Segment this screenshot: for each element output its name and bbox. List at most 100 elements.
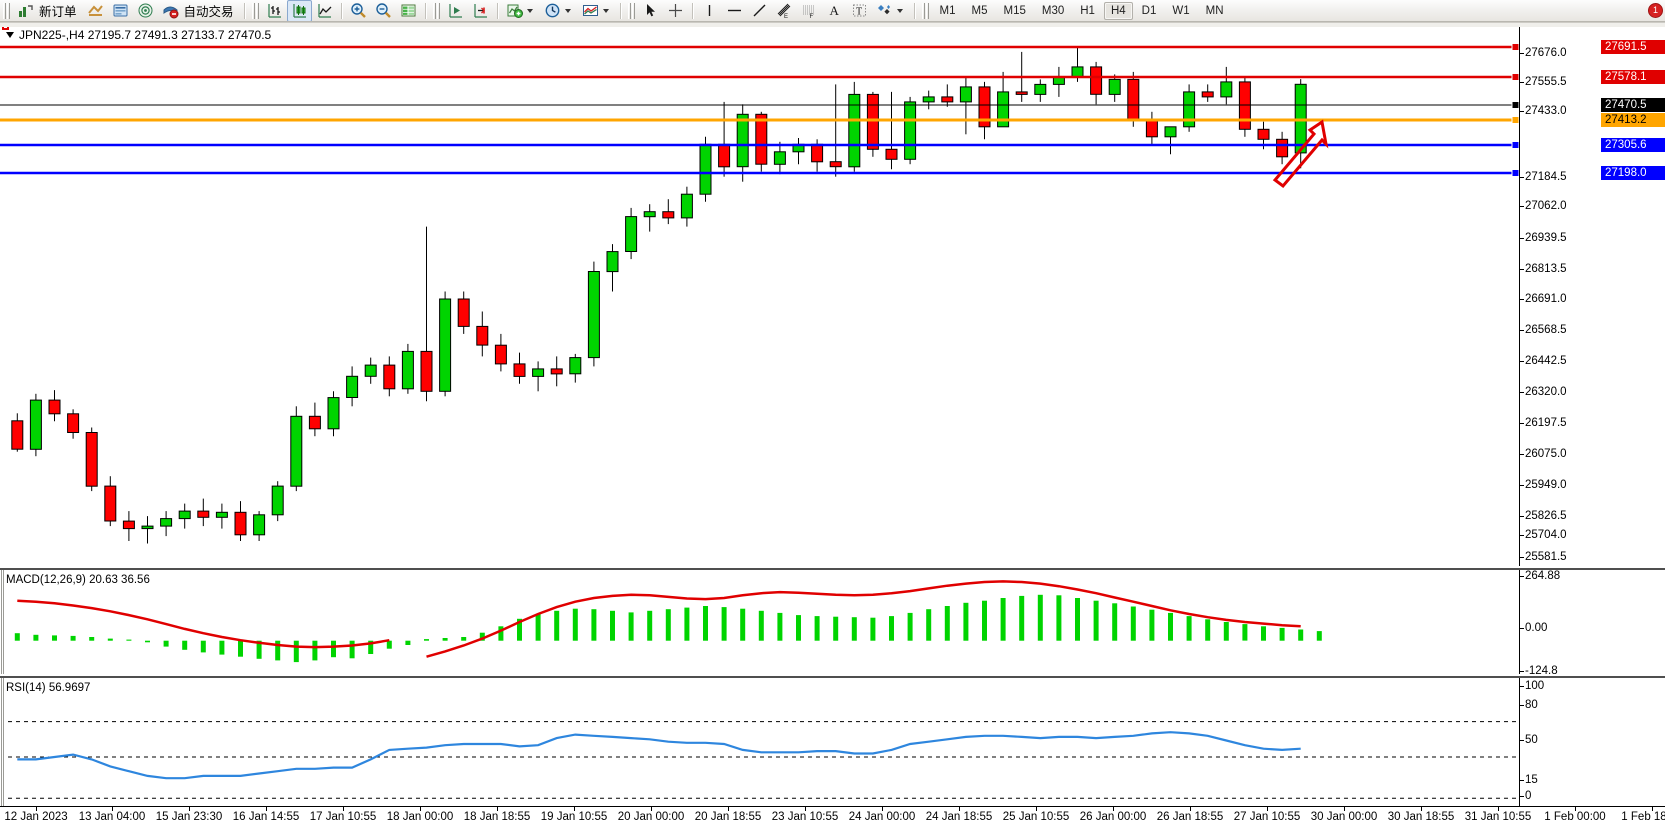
price-level-tag-resistance-1[interactable]: 27691.5 bbox=[1601, 40, 1665, 54]
periods-caret-icon[interactable] bbox=[564, 8, 571, 13]
symbol-info: JPN225-,H4 27195.7 27491.3 27133.7 27470… bbox=[6, 28, 271, 42]
toolbar-grip-2[interactable] bbox=[251, 2, 259, 19]
timeframe-m5[interactable]: M5 bbox=[971, 4, 988, 17]
signal-icon bbox=[137, 2, 154, 19]
periods-button[interactable] bbox=[540, 0, 578, 21]
navigator-button[interactable] bbox=[133, 0, 158, 21]
time-tick bbox=[112, 807, 113, 811]
time-tick-label: 30 Jan 00:00 bbox=[1310, 811, 1378, 823]
new-order-button[interactable]: 新订单 bbox=[13, 0, 83, 21]
timeframe-h1[interactable]: H1 bbox=[1080, 4, 1095, 17]
price-level-tag-resistance-2[interactable]: 27578.1 bbox=[1601, 70, 1665, 84]
equidistant-channel-button[interactable]: E bbox=[772, 0, 797, 21]
rsi-tick-label: 80 bbox=[1525, 699, 1538, 711]
price-level-tag-support-2[interactable]: 27198.0 bbox=[1601, 166, 1665, 180]
auto-scroll-button[interactable] bbox=[443, 0, 468, 21]
price-axis[interactable]: 27676.0 27555.5 27433.0 27184.5 27062.0 26939… bbox=[1519, 22, 1665, 566]
price-level-tag-ask-line[interactable]: 27413.2 bbox=[1601, 113, 1665, 127]
macd-axis[interactable]: 264.88 0.00 -124.8 bbox=[1519, 570, 1665, 677]
macd-tick bbox=[1520, 671, 1524, 672]
rsi-pane-grip[interactable] bbox=[0, 678, 4, 828]
auto-scroll-icon bbox=[447, 2, 464, 19]
cursor-button[interactable] bbox=[638, 0, 663, 21]
toolbar-grip-5[interactable] bbox=[921, 2, 929, 19]
toolbar-grip-3[interactable] bbox=[432, 2, 440, 19]
time-tick bbox=[1190, 807, 1191, 811]
bar-chart-mode-button[interactable] bbox=[262, 0, 287, 21]
time-tick bbox=[574, 807, 575, 811]
zoom-in-button[interactable] bbox=[346, 0, 371, 21]
templates-button[interactable] bbox=[578, 0, 616, 21]
svg-text:T: T bbox=[856, 7, 862, 18]
timeframe-h4[interactable]: H4 bbox=[1103, 1, 1133, 20]
toolbar-grip-4[interactable] bbox=[627, 2, 635, 19]
market-watch-button[interactable] bbox=[108, 0, 133, 21]
crosshair-button[interactable] bbox=[663, 0, 688, 21]
bullish-arrow-annotation bbox=[1272, 119, 1329, 189]
macd-pane-grip[interactable] bbox=[0, 570, 4, 674]
main-toolbar: 新订单 bbox=[0, 0, 1665, 22]
svg-text:A: A bbox=[829, 3, 839, 18]
toolbar-separator-1 bbox=[243, 2, 245, 19]
bar-chart-button[interactable] bbox=[83, 0, 108, 21]
time-tick bbox=[882, 807, 883, 811]
horizontal-line-button[interactable] bbox=[722, 0, 747, 21]
time-tick-label: 27 Jan 10:55 bbox=[1233, 811, 1301, 823]
rsi-tick bbox=[1520, 686, 1524, 687]
chevron-down-icon[interactable] bbox=[6, 32, 14, 38]
toolbar-right-section: 1 bbox=[1648, 3, 1665, 18]
text-icon: A bbox=[826, 2, 843, 19]
price-level-tag-bid-line[interactable]: 27470.5 bbox=[1601, 98, 1665, 112]
templates-caret-icon[interactable] bbox=[602, 8, 609, 13]
notification-badge[interactable]: 1 bbox=[1648, 3, 1663, 18]
shapes-caret-icon[interactable] bbox=[896, 8, 903, 13]
time-axis[interactable]: 12 Jan 2023 13 Jan 04:00 15 Jan 23:30 16 Ja… bbox=[0, 806, 1665, 832]
indicators-caret-icon[interactable] bbox=[526, 8, 533, 13]
vertical-line-icon bbox=[701, 2, 718, 19]
toolbar-grip[interactable] bbox=[3, 2, 10, 19]
shapes-button[interactable] bbox=[872, 0, 910, 21]
timeframe-m1[interactable]: M1 bbox=[939, 4, 956, 17]
price-pane[interactable]: JPN225-,H4 27195.7 27491.3 27133.7 27470… bbox=[0, 22, 1665, 566]
autotrading-button[interactable]: 自动交易 bbox=[158, 0, 240, 21]
fibonacci-button[interactable]: F bbox=[797, 0, 822, 21]
time-tick bbox=[1421, 807, 1422, 811]
shapes-icon bbox=[876, 2, 893, 19]
price-level-tag-support-1[interactable]: 27305.6 bbox=[1601, 138, 1665, 152]
bar-chart-icon bbox=[87, 2, 104, 19]
macd-pane[interactable]: MACD(12,26,9) 20.63 36.56 264.88 0.00 -124… bbox=[0, 568, 1665, 677]
zoom-out-icon bbox=[375, 2, 392, 19]
price-tick-label: 26075.0 bbox=[1525, 448, 1567, 460]
price-plot[interactable] bbox=[0, 22, 1519, 566]
fibonacci-icon: F bbox=[801, 2, 818, 20]
rsi-axis[interactable]: 100 80 50 15 0 bbox=[1519, 678, 1665, 828]
vertical-line-button[interactable] bbox=[697, 0, 722, 21]
timeframe-mn[interactable]: MN bbox=[1205, 4, 1224, 17]
line-chart-mode-button[interactable] bbox=[312, 0, 337, 21]
autotrading-icon bbox=[162, 2, 179, 19]
zoom-out-button[interactable] bbox=[371, 0, 396, 21]
macd-plot[interactable] bbox=[0, 570, 1519, 674]
price-tick bbox=[1520, 111, 1524, 112]
candlestick-chart-mode-button[interactable] bbox=[286, 0, 312, 21]
toolbar-separator-5 bbox=[619, 2, 621, 19]
data-window-button[interactable] bbox=[396, 0, 421, 21]
zoom-in-icon bbox=[350, 2, 367, 19]
text-label-button[interactable]: T bbox=[847, 0, 872, 21]
text-button[interactable]: A bbox=[822, 0, 847, 21]
trendline-button[interactable] bbox=[747, 0, 772, 21]
chart-shift-button[interactable] bbox=[468, 0, 493, 21]
price-tick-label: 25949.0 bbox=[1525, 479, 1567, 491]
timeframe-m15[interactable]: M15 bbox=[1003, 4, 1026, 17]
indicators-button[interactable] bbox=[502, 0, 540, 21]
toolbar-separator-3 bbox=[424, 2, 426, 19]
price-tick bbox=[1520, 299, 1524, 300]
price-tick bbox=[1520, 53, 1524, 54]
rsi-pane[interactable]: RSI(14) 56.9697 100 80 50 15 0 bbox=[0, 676, 1665, 828]
candlestick-chart-icon bbox=[291, 2, 308, 19]
timeframe-w1[interactable]: W1 bbox=[1172, 4, 1190, 17]
chart-area[interactable]: JPN225-,H4 27195.7 27491.3 27133.7 27470… bbox=[0, 22, 1665, 832]
timeframe-m30[interactable]: M30 bbox=[1041, 4, 1065, 17]
price-tick-label: 26568.5 bbox=[1525, 324, 1567, 336]
timeframe-d1[interactable]: D1 bbox=[1141, 4, 1157, 17]
